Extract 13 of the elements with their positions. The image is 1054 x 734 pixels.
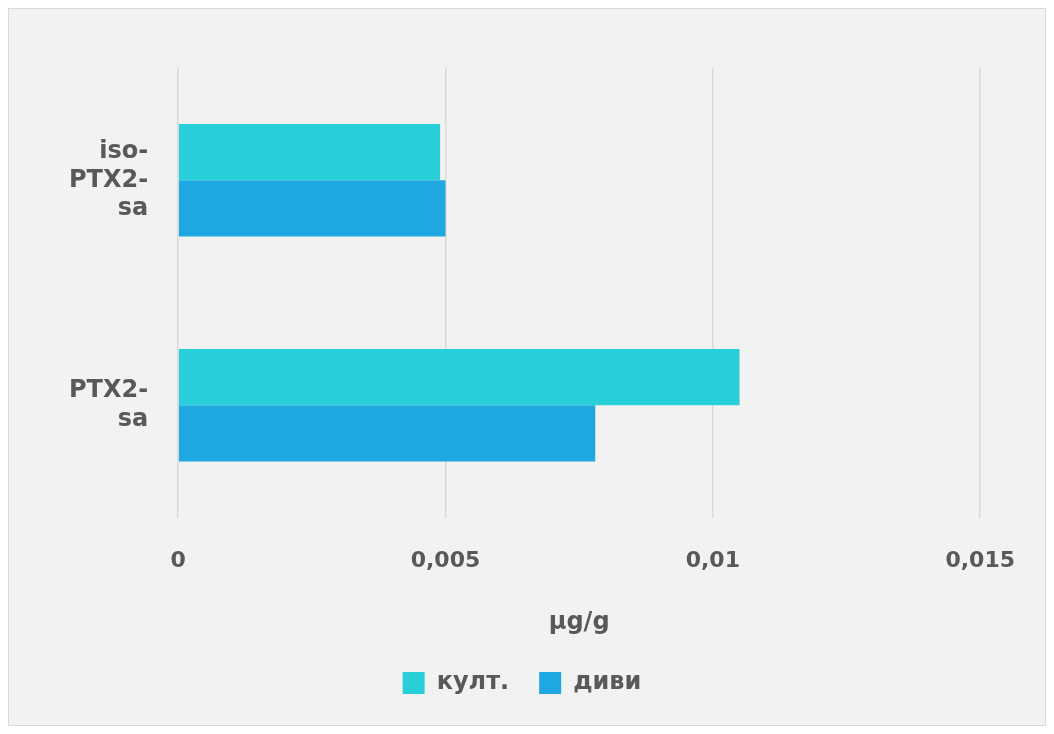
legend-label: диви [573, 667, 642, 696]
x-tick-label: 0,015 [945, 546, 1015, 572]
legend-label: култ. [436, 667, 510, 696]
bar [178, 405, 596, 462]
y-tick-label: iso-PTX2-sa [69, 135, 149, 222]
bar [178, 349, 740, 406]
y-tick-label: PTX2-sa [69, 375, 149, 432]
x-axis-title: µg/g [548, 606, 610, 635]
x-tick-label: 0,01 [685, 546, 740, 572]
bar [178, 180, 446, 237]
bar [178, 124, 441, 181]
x-tick-label: 0 [170, 546, 186, 572]
x-tick-label: 0,005 [410, 546, 481, 572]
